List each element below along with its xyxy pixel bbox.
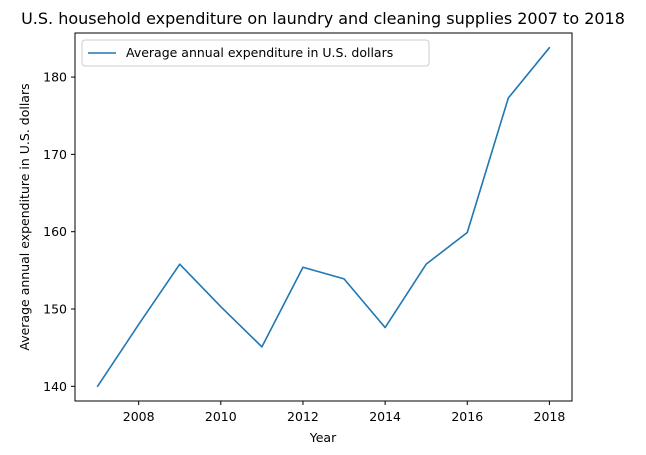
plot-frame	[74, 32, 573, 402]
series-layer	[96, 46, 551, 388]
y-tick-label: 160	[43, 224, 67, 239]
x-tick-label: 2014	[369, 409, 401, 424]
legend: Average annual expenditure in U.S. dolla…	[81, 39, 430, 67]
x-tick-label: 2010	[205, 409, 237, 424]
data-point	[383, 326, 387, 330]
x-tick-label: 2008	[123, 409, 155, 424]
data-point	[465, 230, 469, 234]
y-tick-label: 150	[43, 302, 67, 317]
data-point	[219, 305, 223, 309]
chart-title: U.S. household expenditure on laundry an…	[21, 9, 625, 28]
y-tick-label: 180	[43, 70, 67, 85]
data-point	[342, 277, 346, 281]
x-tick-label: 2018	[534, 409, 566, 424]
x-tick-label: 2016	[451, 409, 483, 424]
data-point	[547, 46, 551, 50]
data-point	[424, 262, 428, 266]
series-line	[96, 46, 551, 388]
data-point	[260, 345, 264, 349]
x-axis-label: Year	[309, 430, 337, 445]
data-point	[137, 322, 141, 326]
legend-label: Average annual expenditure in U.S. dolla…	[126, 45, 393, 60]
plot-area: 2008 2010 2012 2014 2016 2018 140 150 160 170 180	[43, 32, 573, 424]
data-point	[301, 265, 305, 269]
y-axis-label: Average annual expenditure in U.S. dolla…	[17, 83, 32, 350]
x-tick-label: 2012	[287, 409, 319, 424]
x-axis: 2008 2010 2012 2014 2016 2018	[123, 401, 566, 424]
data-point	[178, 262, 182, 266]
data-point	[96, 384, 100, 388]
y-axis: 140 150 160 170 180	[43, 70, 75, 394]
legend-box	[81, 39, 430, 67]
y-tick-label: 140	[43, 379, 67, 394]
data-point	[506, 96, 510, 100]
y-tick-label: 170	[43, 147, 67, 162]
